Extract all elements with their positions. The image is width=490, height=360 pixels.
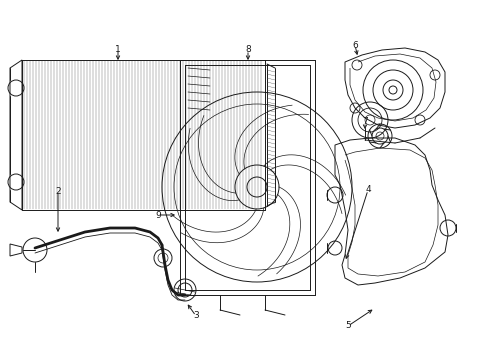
Text: 5: 5	[345, 321, 351, 330]
Text: 7: 7	[362, 117, 368, 126]
Text: 4: 4	[365, 185, 371, 194]
Text: 1: 1	[115, 45, 121, 54]
Text: 6: 6	[352, 40, 358, 49]
Text: 2: 2	[55, 186, 61, 195]
Text: 9: 9	[155, 211, 161, 220]
Text: 8: 8	[245, 45, 251, 54]
Text: 3: 3	[193, 311, 199, 320]
